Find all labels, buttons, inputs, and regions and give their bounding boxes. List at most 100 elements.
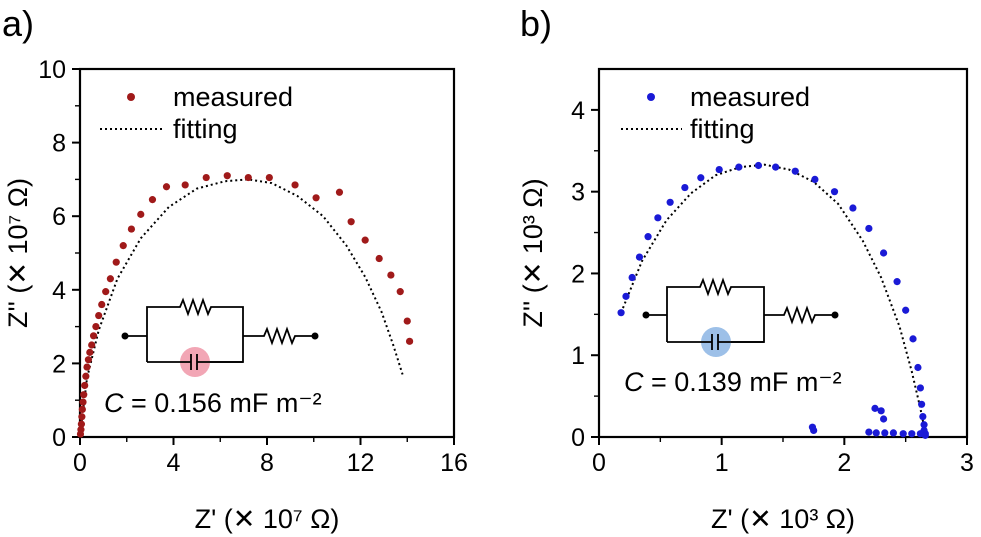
panel-a-x-axis-label: Z' (✕ 10⁷ Ω)	[195, 504, 340, 534]
panel-b-data-point	[899, 430, 907, 438]
panel-b-data-point	[902, 306, 910, 314]
circuit-b-terminal-right	[831, 311, 839, 319]
panel-b-data-point	[918, 400, 926, 408]
panel-b-data-point	[879, 415, 888, 423]
panel-b-data-point	[754, 161, 763, 170]
panel-a-data-point	[162, 183, 171, 191]
panel-a-y-tick-label: 4	[52, 277, 66, 305]
panel-b-y-tick-label: 4	[571, 97, 585, 125]
panel-b-x-tick-label: 2	[837, 449, 851, 477]
panel-a-data-point	[335, 188, 344, 196]
panel-a-plot-frame	[78, 67, 456, 439]
panel-b-data-point	[879, 249, 888, 257]
panel-b-data-point	[622, 292, 630, 300]
panel-a-data-point	[95, 311, 103, 320]
panel-b-measured-points	[617, 161, 929, 439]
panel-a-data-point	[137, 210, 145, 218]
panel-a-data-point	[387, 271, 395, 279]
panel-a-y-tick-label: 10	[38, 56, 66, 84]
circuit-a-series-resistor	[243, 326, 315, 346]
panel-a-data-point	[81, 381, 89, 390]
panel-b-data-point	[830, 188, 839, 196]
panel-a-y-axis-label: Z'' (✕ 10⁷ Ω)	[3, 178, 33, 328]
panel-a-data-point	[88, 341, 96, 349]
panel-b-data-point	[644, 233, 652, 241]
panel-b-y-tick-label: 1	[571, 342, 585, 370]
panel-b-y-ticks: 0 1 2 3 4	[571, 97, 599, 452]
panel-a-data-point	[80, 391, 88, 399]
panel-a-data-point	[375, 254, 383, 263]
circuit-b-parallel-resistor	[666, 277, 765, 343]
panel-a-x-tick-label: 4	[167, 449, 181, 477]
panel-b-data-point	[916, 384, 924, 392]
panel-b-legend-fitting: fitting	[690, 114, 755, 144]
panel-b-data-point	[735, 163, 743, 171]
panel-b-y-tick-label: 3	[571, 179, 585, 207]
panel-a-data-point	[119, 242, 127, 250]
panel-b-data-point	[628, 273, 636, 282]
panel-a-x-tick-label: 0	[73, 449, 87, 477]
panel-a-y-tick-label: 8	[52, 130, 66, 158]
panel-b-y-tick-label: 0	[571, 424, 585, 452]
panel-a-data-point	[92, 323, 100, 331]
panel-b-legend-marker	[647, 93, 655, 101]
panel-a-legend-fitting: fitting	[173, 114, 238, 144]
panel-b-data-point	[772, 163, 780, 171]
panel-b-data-point	[681, 183, 689, 192]
panel-b-data-point	[893, 278, 901, 286]
panel-a-measured-points	[76, 172, 414, 438]
panel-a-data-point	[89, 332, 98, 340]
panel-b-capacitance: C = 0.139 mF m⁻²	[624, 367, 842, 397]
panel-b-data-point	[808, 423, 817, 431]
panel-b-circuit-diagram	[642, 277, 839, 357]
panel-b-data-point	[877, 407, 885, 415]
panel-a-data-point	[102, 288, 110, 296]
panel-a-data-point	[403, 317, 411, 325]
panel-b-fit-line	[620, 163, 927, 434]
panel-a-data-point	[82, 372, 90, 380]
panel-a-x-tick-label: 16	[440, 449, 468, 477]
panel-a-data-point	[405, 337, 414, 345]
panel-a-data-point	[396, 288, 404, 296]
panel-b-data-point	[715, 165, 723, 174]
panel-b-y-axis-label: Z'' (✕ 10³ Ω)	[518, 178, 548, 327]
panel-b-x-ticks: 0 1 2 3	[592, 437, 974, 477]
panel-b-data-point	[666, 198, 674, 206]
panel-b-data-point	[849, 204, 857, 212]
panel-a: a) 0 4 8 12 16 0 2 4 6 8 10 measured fitting C = …	[2, 3, 468, 534]
panel-b-data-point	[635, 253, 644, 261]
panel-a-data-point	[77, 426, 85, 434]
panel-b-data-point	[654, 214, 662, 222]
panel-a-y-tick-label: 0	[52, 424, 66, 452]
panel-a-data-point	[181, 181, 189, 189]
panel-b-data-point	[617, 309, 625, 317]
panel-a-fit-line	[79, 178, 404, 438]
panel-a-y-tick-label: 6	[52, 203, 66, 231]
panel-b-data-point	[889, 429, 898, 437]
panel-a-data-point	[79, 398, 87, 406]
panel-b-x-tick-label: 1	[715, 449, 729, 477]
panel-a-data-point	[291, 181, 299, 189]
panel-a-data-point	[78, 405, 86, 413]
panel-b-data-point	[909, 335, 917, 343]
panel-a-x-tick-label: 8	[260, 449, 274, 477]
panel-b-x-axis-label: Z' (✕ 10³ Ω)	[711, 504, 855, 534]
panel-b-data-point	[919, 412, 927, 421]
panel-a-data-point	[347, 218, 355, 226]
panel-b-data-point	[865, 428, 873, 436]
panel-b-data-point	[697, 174, 705, 182]
panel-a-legend-marker	[127, 93, 135, 101]
panel-b-data-point	[872, 429, 880, 437]
panel-a-data-point	[98, 300, 106, 309]
panel-b-data-point	[881, 429, 889, 437]
panel-a-data-point	[202, 173, 210, 182]
panel-a-y-tick-label: 2	[52, 350, 66, 378]
panel-a-x-tick-label: 12	[347, 449, 375, 477]
panel-b-data-point	[916, 430, 924, 438]
panel-a-data-point	[83, 363, 91, 371]
panel-b-data-point	[865, 224, 873, 233]
circuit-a-parallel-resistor	[146, 297, 244, 363]
panel-a-legend: measured fitting	[100, 82, 293, 144]
panel-a-data-point	[244, 173, 252, 182]
